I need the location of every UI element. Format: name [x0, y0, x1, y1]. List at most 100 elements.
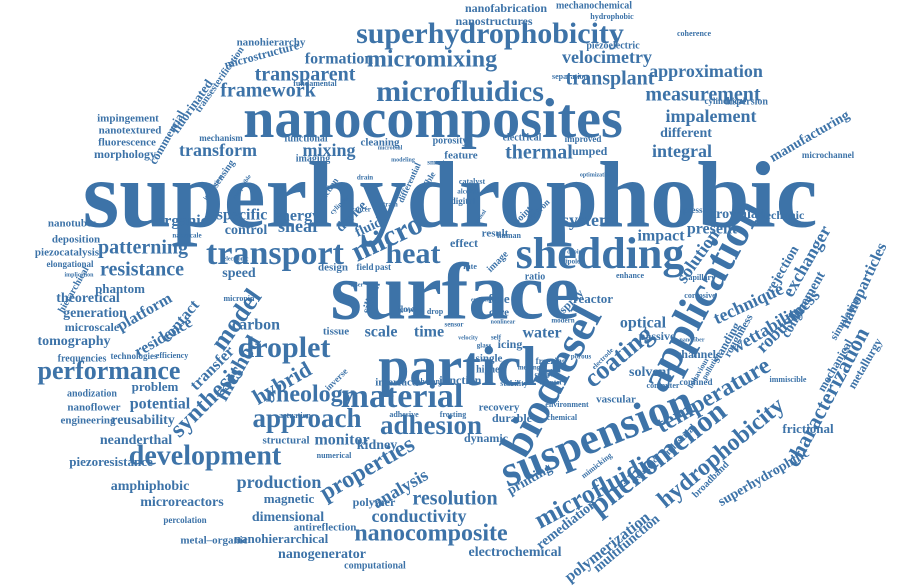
cloud-word: computational [344, 560, 406, 571]
cloud-word: frequencies [58, 353, 107, 364]
cloud-word: carbon [232, 317, 280, 334]
cloud-word: nanohierarchical [234, 531, 329, 546]
cloud-word: conductivity [371, 506, 466, 526]
cloud-word: self [491, 334, 502, 342]
cloud-word: nanotubes [48, 218, 97, 230]
cloud-word: frictional [782, 421, 834, 436]
cloud-word: microreactors [140, 495, 224, 510]
cloud-word: mechanochemical [556, 0, 632, 11]
cloud-word: approach [252, 403, 361, 433]
cloud-word: kidney [357, 438, 397, 453]
cloud-word: frosting [440, 410, 467, 419]
cloud-word: modern [551, 317, 574, 325]
cloud-word: control [225, 223, 268, 238]
cloud-word: higher [476, 364, 504, 375]
cloud-word: approximation [649, 61, 763, 81]
cloud-word: system [562, 210, 614, 230]
cloud-word: transparent [255, 64, 356, 86]
cloud-word: generation [63, 306, 127, 321]
cloud-word: imaging [296, 153, 330, 164]
cloud-word: problem [132, 379, 179, 394]
cloud-word: cleaning [360, 137, 400, 149]
cloud-word: rheology [265, 382, 354, 408]
cloud-word: complex [535, 371, 560, 379]
cloud-word: implication [64, 272, 94, 278]
cloud-word: durable [492, 411, 533, 425]
cloud-word: impalement [666, 106, 757, 126]
cloud-word: dispersion [724, 96, 768, 107]
cloud-word: impingement [97, 113, 159, 125]
cloud-word: monitor [314, 432, 369, 449]
cloud-word: nanotextured [99, 125, 162, 137]
cloud-word: microfluidics [376, 75, 544, 108]
cloud-word: velocity [458, 335, 478, 341]
cloud-word: care [489, 307, 509, 319]
cloud-word: alcohol [457, 188, 478, 196]
cloud-word: speed [222, 266, 256, 281]
cloud-word: production [237, 472, 322, 492]
cloud-word: rate [463, 262, 477, 271]
cloud-word: numerical [317, 451, 352, 460]
cloud-word: scale [365, 324, 398, 341]
cloud-word: velocimetry [562, 47, 652, 67]
cloud-word: brownian [708, 207, 766, 222]
cloud-word: piezocatalysis [35, 247, 100, 259]
cloud-word: transform [179, 140, 257, 160]
cloud-word: improved [565, 134, 602, 144]
cloud-word: graphene [400, 307, 424, 313]
cloud-word: nanoscale [172, 232, 201, 240]
cloud-word: nanoflower [67, 402, 120, 414]
cloud-word: micromixing [367, 47, 497, 73]
cloud-word: porosity [433, 135, 468, 146]
cloud-word: formation [305, 51, 374, 68]
cloud-word: organic [156, 213, 208, 230]
cloud-word: electronic [224, 256, 249, 262]
cloud-word: nanogenerator [278, 547, 366, 562]
cloud-word: computer [647, 381, 680, 390]
cloud-word: flow [398, 304, 415, 314]
cloud-word: development [129, 440, 282, 471]
cloud-word: nanofiber [679, 337, 704, 343]
cloud-word: feature [444, 150, 478, 162]
cloud-word: surface [331, 248, 580, 336]
cloud-word: performance [38, 356, 181, 385]
cloud-word: nanohierarchy [237, 37, 306, 49]
cloud-word: tomography [37, 334, 110, 349]
cloud-word: design [318, 262, 348, 274]
cloud-word: nanocomposite [354, 521, 508, 547]
cloud-word: amphiphobic [111, 479, 190, 494]
cloud-word: fluorescence [98, 137, 156, 149]
cloud-word: hydrophobic [590, 12, 634, 21]
cloud-word: melting [518, 364, 541, 372]
cloud-word: doping [567, 249, 585, 255]
cloud-word: impact [637, 228, 685, 245]
cloud-word: microscale [65, 320, 120, 334]
cloud-word: nanocomposites [243, 88, 623, 150]
cloud-word: percolation [163, 515, 206, 525]
cloud-word: microbial [378, 145, 403, 151]
cloud-word: tissue [323, 326, 349, 338]
cloud-word: drain [357, 174, 373, 182]
cloud-word: sensor [444, 321, 463, 329]
cloud-word: nanofabrication [465, 1, 547, 15]
cloud-word: channel [676, 347, 717, 361]
cloud-word: optimization [580, 172, 613, 178]
cloud-word: neanderthal [100, 433, 172, 448]
cloud-word: stability [500, 379, 528, 388]
cloud-word: heat [386, 237, 441, 270]
cloud-word: superhydrophobicity [356, 17, 624, 50]
cloud-word: icing [498, 337, 523, 351]
cloud-word: catalyst [459, 177, 486, 186]
cloud-word: droplet [238, 331, 331, 364]
cloud-word: energy [274, 208, 320, 225]
cloud-word: resolution [412, 488, 497, 510]
cloud-word: dipole [562, 258, 580, 266]
cloud-word: superhydrophobic [83, 144, 818, 248]
cloud-word: elongational [46, 259, 94, 269]
cloud-word: water [522, 325, 561, 342]
cloud-word: smart [427, 159, 445, 167]
cloud-word: passive [639, 329, 676, 343]
cloud-word: environment [545, 400, 589, 409]
cloud-word: morphology [94, 147, 156, 161]
